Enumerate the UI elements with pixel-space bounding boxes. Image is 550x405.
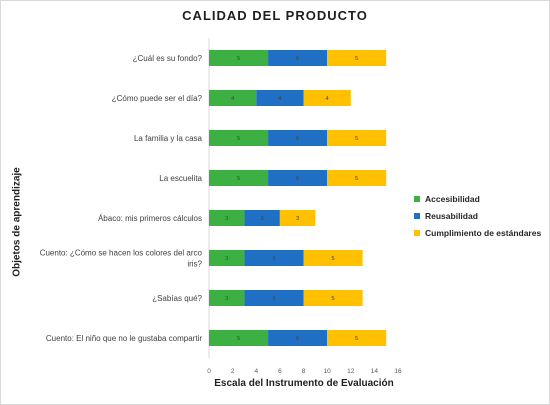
bar-segment [244, 210, 280, 226]
x-tick-label: 4 [254, 368, 258, 375]
y-category-label: ¿Sabías qué? [152, 294, 202, 303]
bar-segment [327, 130, 387, 146]
data-label: 5 [272, 296, 275, 302]
data-label: 5 [296, 336, 299, 342]
data-label: 4 [278, 96, 281, 102]
legend-label: Cumplimiento de estándares [425, 227, 542, 238]
bar-segment [303, 290, 363, 306]
legend-swatch [414, 212, 420, 219]
legend-label: Reusabilidad [425, 210, 478, 221]
bar-segment [209, 210, 245, 226]
data-label: 5 [332, 296, 335, 302]
bar-segment [303, 250, 363, 266]
legend-swatch [414, 229, 420, 236]
legend-item-reusabilidad: Reusabilidad [414, 207, 541, 224]
x-tick-label: 6 [278, 368, 282, 375]
y-category-label: iris? [187, 260, 202, 269]
x-tick-label: 10 [324, 368, 332, 375]
data-label: 5 [296, 136, 299, 142]
bar-segment [209, 290, 245, 306]
chart-legend: Accesibilidad Reusabilidad Cumplimiento … [414, 190, 541, 241]
bar-segment [268, 330, 328, 346]
data-label: 5 [332, 256, 335, 262]
bar-segment [268, 130, 328, 146]
data-label: 5 [272, 256, 275, 262]
data-label: 5 [355, 136, 358, 142]
y-category-label: ¿Cómo puede ser el día? [112, 94, 203, 103]
bar-segment [244, 290, 304, 306]
x-tick-label: 0 [207, 368, 211, 375]
data-label: 4 [326, 96, 329, 102]
data-label: 3 [225, 216, 228, 222]
bar-segment [268, 50, 328, 66]
legend-label: Accesibilidad [425, 193, 480, 204]
x-tick-label: 16 [394, 368, 402, 375]
data-label: 5 [296, 176, 299, 182]
data-label: 5 [237, 336, 240, 342]
x-tick-label: 12 [347, 368, 355, 375]
legend-swatch [414, 195, 420, 202]
bar-segment [327, 170, 387, 186]
bar-segment [209, 130, 269, 146]
y-category-label: La familia y la casa [134, 134, 203, 143]
y-axis-label: Objetos de aprendizaje [11, 167, 23, 277]
data-label: 3 [261, 216, 264, 222]
x-tick-label: 14 [371, 368, 379, 375]
data-label: 5 [355, 176, 358, 182]
data-label: 4 [231, 96, 234, 102]
data-label: 3 [296, 216, 299, 222]
data-label: 3 [225, 256, 228, 262]
x-tick-label: 8 [302, 368, 306, 375]
bar-segment [209, 90, 257, 106]
legend-item-accesibilidad: Accesibilidad [414, 190, 541, 207]
y-category-label: Cuento: ¿Cómo se hacen los colores del a… [40, 249, 203, 258]
data-label: 5 [355, 56, 358, 62]
y-category-label: Cuento: El niño que no le gustaba compar… [46, 334, 202, 343]
legend-item-cumplimiento: Cumplimiento de estándares [414, 224, 541, 241]
data-label: 5 [237, 176, 240, 182]
data-label: 3 [225, 296, 228, 302]
bar-segment [268, 170, 328, 186]
data-label: 5 [355, 336, 358, 342]
y-category-label: ¿Cuál es su fondo? [133, 54, 203, 63]
bar-segment [327, 50, 387, 66]
bar-segment [209, 50, 269, 66]
y-category-label: Ábaco: mis primeros cálculos [98, 214, 202, 223]
bar-segment [279, 210, 316, 226]
bar-segment [209, 170, 269, 186]
chart-title: CALIDAD DEL PRODUCTO [182, 8, 368, 23]
x-axis-label: Escala del Instrumento de Evaluación [214, 378, 394, 389]
data-label: 5 [296, 56, 299, 62]
data-label: 5 [237, 56, 240, 62]
bar-segment [209, 250, 245, 266]
bar-segment [256, 90, 304, 106]
x-tick-label: 2 [231, 368, 235, 375]
data-label: 5 [237, 136, 240, 142]
bar-segment [303, 90, 351, 106]
bar-segment [244, 250, 304, 266]
bar-segment [327, 330, 387, 346]
y-category-label: La escuelita [159, 174, 202, 183]
bar-segment [209, 330, 269, 346]
